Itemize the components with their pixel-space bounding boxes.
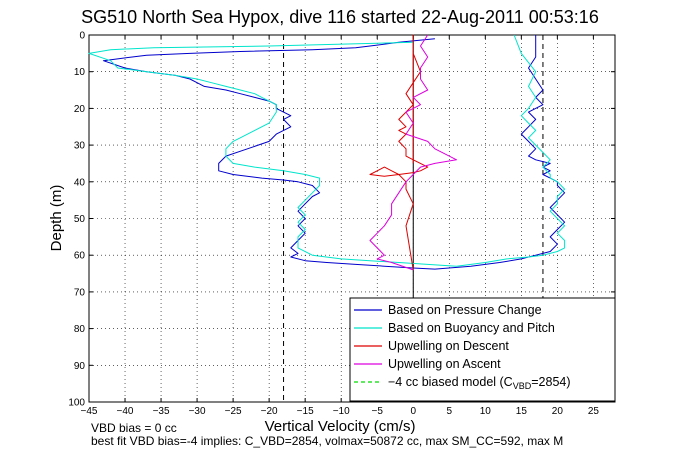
- vbd-bias-note: VBD bias = 0 cc: [91, 421, 177, 435]
- x-tick-label: −35: [153, 406, 170, 417]
- x-tick-label: 0: [410, 406, 416, 417]
- x-tick-label: 20: [552, 406, 564, 417]
- series-line-0: [102, 35, 566, 270]
- x-tick-label: 5: [446, 406, 452, 417]
- legend-entry-buoyancy: Based on Buoyancy and Pitch: [388, 321, 555, 335]
- series-line-1: [88, 34, 566, 267]
- y-axis-label: Depth (m): [48, 185, 65, 252]
- series-line-3: [369, 34, 457, 271]
- series-line-2: [369, 34, 429, 270]
- y-tick-label: 90: [74, 361, 86, 372]
- y-tick-label: 50: [74, 214, 86, 225]
- y-tick-label: 0: [79, 31, 85, 42]
- legend-entry-descent: Upwelling on Descent: [388, 339, 509, 353]
- series-layer: [88, 34, 566, 271]
- y-tick-label: 40: [74, 177, 86, 188]
- x-axis-label: Vertical Velocity (cm/s): [265, 418, 416, 435]
- y-tick-label: 60: [74, 251, 86, 262]
- best-fit-note: best fit VBD bias=-4 implies: C_VBD=2854…: [91, 434, 563, 448]
- legend: Based on Pressure Change Based on Buoyan…: [349, 297, 616, 402]
- legend-entry-pressure: Based on Pressure Change: [388, 303, 542, 317]
- x-tick-label: −45: [81, 406, 98, 417]
- y-tick-label: 20: [74, 104, 86, 115]
- chart-title: SG510 North Sea Hypox, dive 116 started …: [81, 7, 599, 27]
- x-tick-label: −15: [297, 406, 314, 417]
- y-tick-label: 10: [74, 67, 86, 78]
- legend-entry-ascent: Upwelling on Ascent: [388, 357, 501, 371]
- tick-labels: −45 −40 −35 −30 −25 −20 −15 −10 −5 0 5 10 15 20 25 0 10 2…: [68, 31, 599, 418]
- legend-biased-sub: VBD: [513, 381, 532, 391]
- legend-biased-prefix: −4 cc biased model (C: [388, 375, 513, 389]
- x-tick-label: 10: [480, 406, 492, 417]
- x-tick-label: −10: [333, 406, 350, 417]
- x-tick-label: −5: [372, 406, 384, 417]
- legend-biased-suffix: =2854): [531, 375, 570, 389]
- x-tick-label: 25: [588, 406, 600, 417]
- x-tick-label: −25: [225, 406, 242, 417]
- y-tick-label: 70: [74, 287, 86, 298]
- legend-entry-biased: −4 cc biased model (CVBD=2854): [388, 375, 571, 391]
- y-tick-label: 30: [74, 141, 86, 152]
- y-tick-label: 80: [74, 324, 86, 335]
- y-tick-label: 100: [68, 398, 85, 409]
- x-tick-label: −20: [261, 406, 278, 417]
- x-tick-label: −40: [117, 406, 134, 417]
- x-tick-label: 15: [516, 406, 528, 417]
- x-tick-label: −30: [189, 406, 206, 417]
- legend-box: [349, 297, 616, 402]
